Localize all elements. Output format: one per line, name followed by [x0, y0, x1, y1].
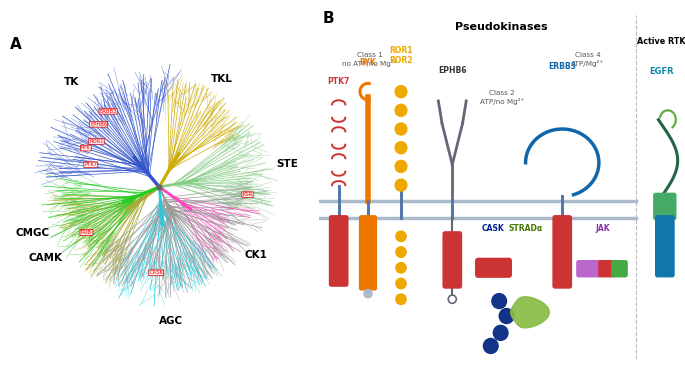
Text: ROR1: ROR1	[89, 139, 104, 144]
FancyBboxPatch shape	[656, 216, 674, 277]
Text: Pseudokinases: Pseudokinases	[456, 22, 548, 33]
Text: CASK: CASK	[149, 270, 163, 275]
Circle shape	[395, 104, 407, 116]
Text: TKL: TKL	[211, 74, 232, 84]
Text: ERBB3: ERBB3	[99, 109, 117, 114]
FancyBboxPatch shape	[360, 216, 377, 290]
FancyBboxPatch shape	[599, 261, 614, 277]
Circle shape	[493, 325, 508, 340]
Circle shape	[499, 309, 514, 324]
Text: A: A	[10, 37, 21, 52]
Circle shape	[395, 86, 407, 98]
Circle shape	[396, 247, 406, 257]
Circle shape	[396, 294, 406, 304]
Circle shape	[396, 278, 406, 289]
Text: STE: STE	[277, 159, 299, 169]
Text: KSR: KSR	[242, 192, 253, 197]
Text: JAK: JAK	[595, 224, 610, 233]
Text: EGFR: EGFR	[649, 67, 673, 76]
Circle shape	[395, 123, 407, 135]
Text: CAMK: CAMK	[28, 253, 62, 263]
Text: TK: TK	[64, 77, 79, 87]
Circle shape	[484, 338, 498, 353]
Text: Active RTK: Active RTK	[637, 37, 685, 46]
Polygon shape	[510, 297, 549, 328]
Circle shape	[364, 289, 372, 298]
Circle shape	[396, 231, 406, 242]
Text: ERBB3: ERBB3	[548, 62, 576, 71]
Circle shape	[448, 295, 456, 303]
Text: ROR1
ROR2: ROR1 ROR2	[389, 46, 413, 65]
FancyBboxPatch shape	[577, 261, 601, 277]
Text: STRADα: STRADα	[508, 224, 543, 233]
Text: Class 4
ATP/Mg²⁺: Class 4 ATP/Mg²⁺	[571, 52, 605, 67]
Text: CMGC: CMGC	[16, 228, 50, 238]
FancyBboxPatch shape	[476, 258, 511, 277]
FancyBboxPatch shape	[329, 216, 348, 286]
FancyBboxPatch shape	[654, 193, 676, 220]
Text: CASK: CASK	[482, 224, 504, 233]
FancyBboxPatch shape	[443, 232, 462, 288]
Text: Class 1
no ATP/no Mg²⁺: Class 1 no ATP/no Mg²⁺	[342, 52, 398, 67]
FancyBboxPatch shape	[553, 216, 571, 288]
Text: PTK7: PTK7	[327, 77, 350, 86]
Text: RYK: RYK	[360, 58, 376, 67]
Circle shape	[395, 142, 407, 154]
Circle shape	[395, 160, 407, 172]
Text: RYK: RYK	[81, 145, 91, 150]
Text: EPHB6: EPHB6	[90, 122, 108, 127]
Text: TRIB: TRIB	[80, 230, 92, 235]
Circle shape	[492, 294, 506, 309]
Text: PTK7: PTK7	[84, 162, 97, 167]
Circle shape	[395, 179, 407, 191]
Text: EPHB6: EPHB6	[438, 66, 466, 75]
Text: B: B	[322, 11, 334, 26]
Circle shape	[396, 263, 406, 273]
Text: Class 2
ATP/no Mg²⁺: Class 2 ATP/no Mg²⁺	[479, 90, 524, 105]
FancyBboxPatch shape	[612, 261, 627, 277]
Text: AGC: AGC	[159, 316, 183, 326]
Text: CK1: CK1	[245, 249, 267, 260]
Text: CaMK: CaMK	[485, 266, 503, 271]
